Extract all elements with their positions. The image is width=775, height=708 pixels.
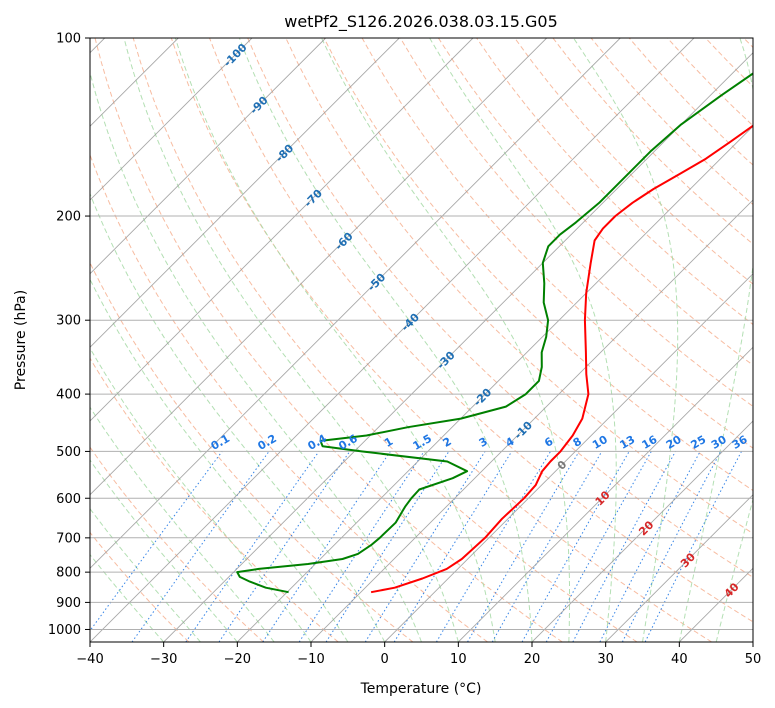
y-tick-label: 300 [56,314,81,329]
dry-adiabat-line [514,38,753,285]
mixing-ratio-line [325,451,450,642]
moist-adiabat-line [678,38,753,642]
dry-adiabat-line [132,38,638,642]
isotherm-line [90,38,474,422]
y-tick-label: 700 [56,531,81,546]
x-tick-label: 40 [671,652,688,667]
moist-adiabat-line [123,38,459,642]
mixing-ratio-line [262,451,391,642]
y-tick-label: 100 [56,32,81,47]
x-tick-label: 0 [381,652,389,667]
mixing-ratio-lines [90,451,742,642]
isotherm-line [310,199,753,642]
dry-adiabat-line [90,446,264,642]
isotherm-line [90,38,327,275]
mixing-ratio-line [298,451,425,642]
y-tick-label: 600 [56,492,81,507]
mixing-ratio-line [644,451,742,642]
dry-adiabat-line [170,38,712,642]
y-tick-label: 400 [56,388,81,403]
dry-adiabat-line [90,531,190,642]
moist-adiabat-line [429,38,617,642]
isotherm-line [90,38,253,201]
moist-adiabat-line [90,70,422,642]
x-axis-title: Temperature (°C) [360,681,482,697]
mixing-ratio-line [572,451,676,642]
mixing-ratio-line [185,451,320,642]
x-tick-label: 50 [745,652,762,667]
x-tick-label: −10 [297,652,324,667]
isotherm-line [605,494,753,642]
mixing-ratio-line [393,451,513,642]
x-tick-label: 20 [524,652,541,667]
x-tick-label: −40 [76,652,103,667]
isotherms [90,38,753,642]
dry-adiabats [90,38,753,642]
isotherm-line [384,273,753,642]
plot-frame [89,37,754,643]
isotherm-line [163,52,753,642]
x-tick-label: −30 [150,652,177,667]
moist-adiabats [90,38,753,642]
y-tick-label: 200 [56,210,81,225]
mixing-ratio-line [621,451,722,642]
dry-adiabat-line [209,38,753,623]
y-tick-label: 1000 [48,623,81,638]
profile-series [236,72,753,594]
x-tick-label: 10 [450,652,467,667]
mixing-ratio-line [90,451,223,632]
dewpoint-profile-line [236,72,753,594]
moist-adiabat-line [238,38,533,642]
moist-adiabat-line [321,38,571,642]
isotherm-line [90,38,621,569]
moist-adiabat-line [174,38,496,642]
mixing-ratio-line [218,451,351,642]
isotherm-line [90,38,548,496]
moist-adiabat-line [573,38,679,642]
chart-title: wetPf2_S126.2026.038.03.15.G05 [284,12,558,32]
pressure-gridlines [90,38,753,630]
x-axis: −40 −30 −20 −10 0 10 20 30 40 50 [76,642,761,667]
dry-adiabat-line [90,357,339,642]
moist-adiabat-line [90,406,275,642]
x-tick-label: −20 [224,652,251,667]
moist-adiabat-line [90,278,349,642]
dry-adiabat-line [247,38,753,578]
moist-adiabat-line [90,192,386,642]
isotherm-line [236,125,753,642]
isotherm-line [531,420,753,642]
x-tick-label: 30 [597,652,614,667]
mixing-ratio-line [545,451,652,642]
y-tick-label: 500 [56,445,81,460]
dry-adiabat-line [323,38,753,492]
dry-adiabat-line [94,38,563,642]
mixing-ratio-line [521,451,630,642]
dry-adiabat-line [90,153,488,642]
y-tick-label: 900 [56,596,81,611]
moist-adiabat-line [715,497,753,642]
isotherm-line [457,346,753,642]
isotherm-line [90,38,695,642]
isotherm-line [90,38,400,348]
y-tick-label: 800 [56,566,81,581]
y-axis: 100 200 300 400 500 600 700 800 900 1000 [48,32,90,638]
y-axis-title: Pressure (hPa) [13,290,29,390]
dry-adiabat-line [437,38,753,366]
moist-adiabat-line [90,459,238,642]
temperature-profile-line [370,124,753,594]
dry-adiabat-line [399,38,753,408]
